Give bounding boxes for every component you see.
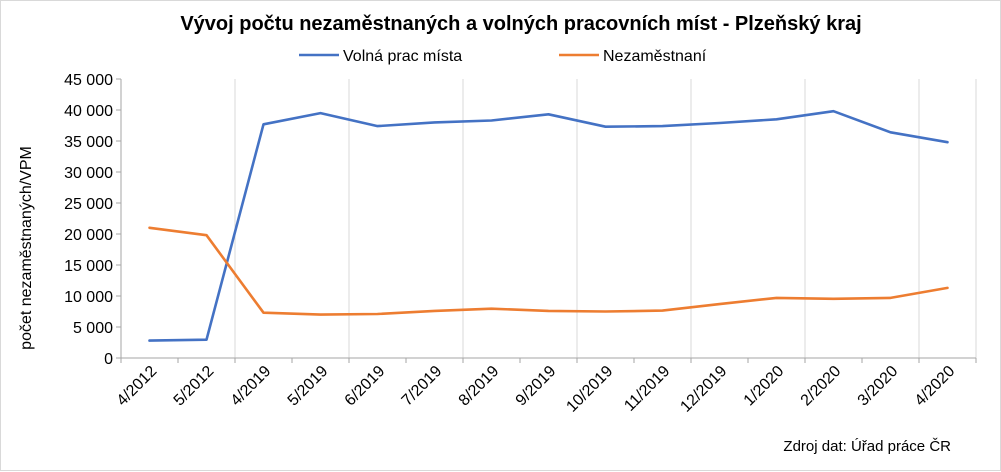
- data-point: [717, 120, 723, 126]
- x-tick-label: 11/2019: [621, 363, 673, 415]
- data-point: [774, 295, 780, 301]
- x-tick-label: 12/2019: [677, 363, 730, 416]
- data-point: [489, 306, 495, 312]
- gridlines: [234, 79, 977, 358]
- data-point: [204, 232, 210, 238]
- y-tick-label: 35 000: [64, 134, 113, 151]
- data-point: [318, 110, 324, 116]
- x-tick-label: 10/2019: [563, 363, 616, 416]
- legend-label: Nezaměstnaní: [603, 48, 707, 65]
- x-tick-label: 5/2019: [285, 363, 332, 410]
- data-point: [717, 301, 723, 307]
- y-axis-label: počet nezaměstnaných/VPM: [18, 146, 35, 350]
- x-tick-label: 3/2020: [855, 363, 902, 410]
- data-point: [375, 123, 381, 129]
- x-tick-label: 1/2020: [741, 363, 788, 410]
- legend-label: Volná prac místa: [343, 48, 462, 65]
- data-point: [660, 308, 666, 314]
- data-point: [603, 309, 609, 315]
- data-point: [432, 119, 438, 125]
- y-tick-label: 10 000: [64, 289, 113, 306]
- x-tick-label: 4/2020: [912, 363, 959, 410]
- series-line-1: [148, 109, 949, 342]
- x-tick-label: 5/2012: [171, 363, 218, 410]
- legend: Volná prac místa Nezaměstnaní: [299, 48, 707, 65]
- data-point: [375, 311, 381, 317]
- x-axis-ticks: 4/2012 5/2012 4/2019 5/2019 6/2019 7/2019 8/20…: [114, 358, 977, 416]
- series-lines: [147, 108, 951, 344]
- y-tick-label: 30 000: [64, 165, 113, 182]
- data-point: [147, 225, 153, 231]
- series-line-2: [148, 226, 949, 316]
- data-point: [945, 285, 951, 291]
- x-tick-label: 4/2019: [228, 363, 275, 410]
- source-note: Zdroj dat: Úřad práce ČR: [783, 438, 951, 455]
- data-point: [489, 118, 495, 124]
- axes: [120, 79, 976, 359]
- data-point: [945, 139, 951, 145]
- y-tick-label: 15 000: [64, 258, 113, 275]
- y-tick-label: 20 000: [64, 227, 113, 244]
- data-point: [603, 124, 609, 130]
- data-point: [261, 121, 267, 127]
- data-point: [546, 308, 552, 314]
- x-tick-label: 7/2019: [399, 363, 446, 410]
- y-tick-label: 40 000: [64, 103, 113, 120]
- y-tick-label: 0: [104, 351, 113, 368]
- data-point: [261, 310, 267, 316]
- data-point: [147, 338, 153, 344]
- x-tick-label: 6/2019: [342, 363, 389, 410]
- data-point: [888, 295, 894, 301]
- y-tick-label: 25 000: [64, 196, 113, 213]
- chart-title: Vývoj počtu nezaměstnaných a volných pra…: [180, 13, 861, 35]
- x-tick-label: 2/2020: [798, 363, 845, 410]
- data-point: [204, 337, 210, 343]
- y-tick-label: 45 000: [64, 72, 113, 89]
- data-point: [831, 296, 837, 302]
- x-tick-label: 9/2019: [513, 363, 560, 410]
- y-axis-ticks: 0 5 000 10 000 15 000 20 000 25 000 30 000 35 0…: [64, 72, 121, 368]
- data-point: [831, 108, 837, 114]
- data-point: [432, 308, 438, 314]
- data-point: [888, 129, 894, 135]
- x-tick-label: 4/2012: [114, 363, 161, 410]
- x-tick-label: 8/2019: [456, 363, 503, 410]
- data-point: [774, 116, 780, 122]
- data-point: [546, 111, 552, 117]
- y-tick-label: 5 000: [73, 320, 113, 337]
- data-point: [318, 312, 324, 318]
- data-point: [660, 123, 666, 129]
